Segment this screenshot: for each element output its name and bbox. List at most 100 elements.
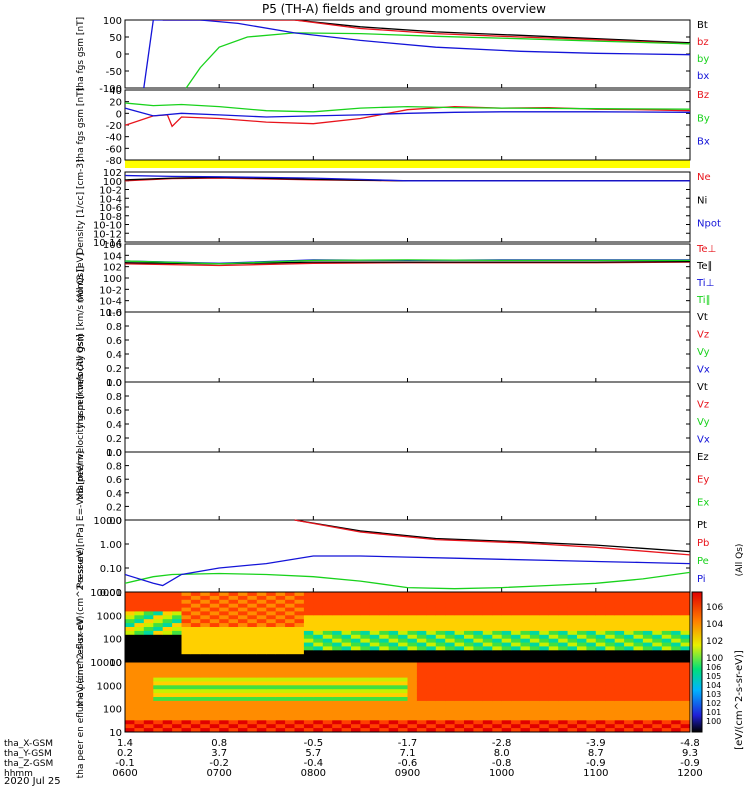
heatmap-cell <box>134 611 145 616</box>
heatmap-cell <box>577 646 587 651</box>
heatmap-cell <box>143 677 154 682</box>
y-tick-label: 0.4 <box>106 350 122 361</box>
heatmap-cell <box>652 712 663 717</box>
heatmap-cell <box>586 677 597 682</box>
colorbar-tick: 104 <box>706 620 723 630</box>
heatmap-cell <box>454 681 465 686</box>
heatmap-cell <box>539 689 550 694</box>
heatmap-cell <box>680 607 691 612</box>
heatmap-cell <box>511 623 521 628</box>
heatmap-cell <box>426 704 437 710</box>
heatmap-cell <box>454 638 465 643</box>
heatmap-cell <box>322 650 333 655</box>
heatmap-cell <box>143 599 154 605</box>
heatmap-cell <box>181 689 192 694</box>
panel-frame <box>124 171 691 243</box>
heatmap-cell <box>416 708 427 713</box>
heatmap-cell <box>351 630 361 636</box>
heatmap-cell <box>285 650 295 655</box>
heatmap-cell <box>407 712 418 717</box>
heatmap-cell <box>134 697 145 702</box>
heatmap-cell <box>482 716 493 721</box>
heatmap-cell <box>416 704 427 710</box>
heatmap-cell <box>247 720 258 725</box>
heatmap-cell <box>501 658 512 663</box>
heatmap-cell <box>322 599 333 605</box>
ephemeris-label: tha_X-GSM <box>4 739 53 749</box>
legend-entry: Te∥ <box>696 261 713 272</box>
heatmap-cell <box>595 708 606 713</box>
heatmap-cell <box>520 615 531 620</box>
heatmap-cell <box>134 638 145 643</box>
heatmap-cell <box>642 665 653 671</box>
heatmap-cell <box>190 658 201 663</box>
heatmap-cell <box>671 619 681 624</box>
heatmap-cell <box>285 720 295 725</box>
heatmap-cell <box>426 638 437 643</box>
heatmap-cell <box>633 724 644 729</box>
heatmap-cell <box>398 677 408 682</box>
heatmap-cell <box>671 627 681 632</box>
heatmap-cell <box>426 623 437 628</box>
heatmap-cell <box>275 712 286 717</box>
heatmap-cell <box>558 716 568 721</box>
heatmap-cell <box>558 607 568 612</box>
heatmap-cell <box>520 677 531 682</box>
heatmap-cell <box>332 607 342 612</box>
heatmap-cell <box>473 693 484 698</box>
heatmap-cell <box>134 728 145 733</box>
heatmap-cell <box>360 650 371 655</box>
heatmap-cell <box>190 611 201 616</box>
heatmap-cell <box>125 619 135 624</box>
heatmap-cell <box>624 592 634 597</box>
heatmap-cell <box>275 728 286 733</box>
heatmap-cell <box>181 662 192 667</box>
heatmap-cell <box>624 646 634 651</box>
heatmap-cell <box>661 681 672 686</box>
heatmap-cell <box>388 708 399 713</box>
heatmap-cell <box>539 658 550 663</box>
heatmap-cell <box>671 720 681 725</box>
heatmap-cell <box>577 689 587 694</box>
heatmap-cell <box>256 611 267 616</box>
heatmap-cell <box>209 728 220 733</box>
heatmap-cell <box>454 611 465 616</box>
heatmap-cell <box>209 665 220 671</box>
y-tick-label: 1.0 <box>106 308 122 319</box>
heatmap-cell <box>379 708 390 713</box>
heatmap-cell <box>247 708 258 713</box>
y-tick-label: 10-4 <box>99 194 122 205</box>
heatmap-cell <box>388 677 399 682</box>
heatmap-cell <box>294 634 305 640</box>
heatmap-cell <box>322 611 333 616</box>
heatmap-cell <box>426 716 437 721</box>
heatmap-cell <box>605 677 616 682</box>
heatmap-cell <box>379 615 390 620</box>
heatmap-cell <box>332 708 342 713</box>
heatmap-cell <box>567 634 578 640</box>
heatmap-cell <box>577 595 587 601</box>
heatmap-cell <box>529 712 540 717</box>
heatmap-cell <box>190 712 201 717</box>
heatmap-cell <box>435 603 446 608</box>
heatmap-cell <box>454 708 465 713</box>
heatmap-cell <box>501 654 512 659</box>
heatmap-peir_spectrogram <box>124 591 691 663</box>
y-tick-label: -80 <box>106 156 122 167</box>
heatmap-cell <box>172 654 182 659</box>
heatmap-cell <box>228 662 239 667</box>
heatmap-cell <box>416 685 427 690</box>
heatmap-cell <box>153 646 164 651</box>
ephemeris-value: -0.2 <box>209 758 229 769</box>
heatmap-cell <box>285 595 295 601</box>
heatmap-cell <box>238 728 248 733</box>
heatmap-cell <box>322 712 333 717</box>
heatmap-cell <box>548 634 559 640</box>
heatmap-cell <box>275 669 286 675</box>
panel-frame <box>124 89 691 161</box>
heatmap-cell <box>369 592 380 597</box>
heatmap-cell <box>388 658 399 663</box>
heatmap-cell <box>529 646 540 651</box>
heatmap-cell <box>332 619 342 624</box>
ephemeris-value: 5.7 <box>305 748 321 759</box>
